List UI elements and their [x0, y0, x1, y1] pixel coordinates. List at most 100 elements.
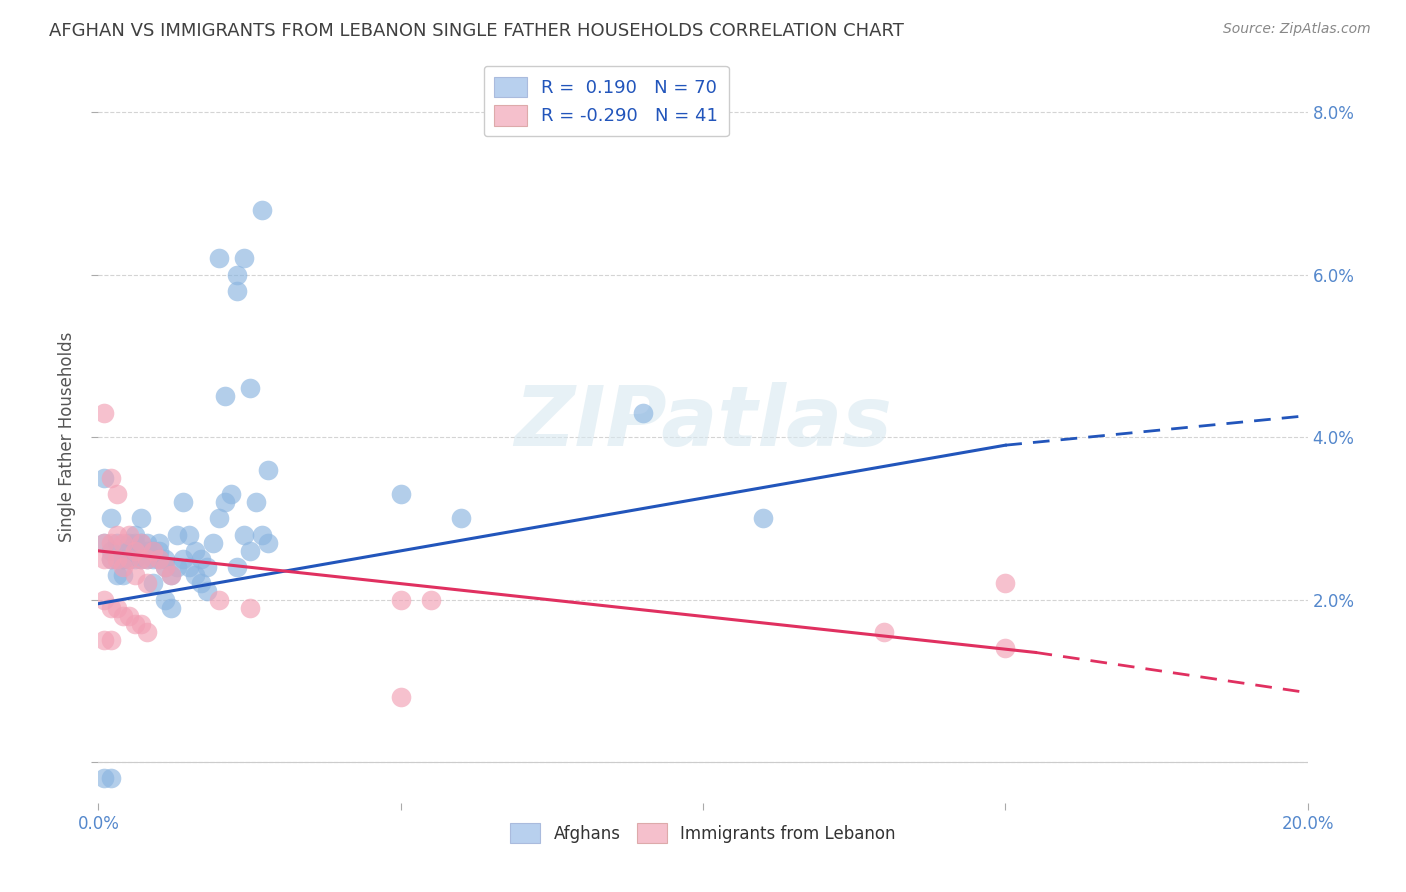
Point: [111, 552, 134, 566]
Point: [450, 511, 472, 525]
Point: [250, 527, 273, 541]
Point: [195, 560, 218, 574]
Point: [93, 772, 115, 786]
Point: [129, 552, 152, 566]
Point: [135, 552, 157, 566]
Point: [129, 552, 152, 566]
Point: [195, 584, 218, 599]
Point: [129, 535, 152, 549]
Point: [129, 511, 152, 525]
Point: [160, 568, 183, 582]
Point: [190, 576, 212, 591]
Point: [124, 535, 146, 549]
Point: [994, 576, 1017, 591]
Point: [160, 568, 183, 582]
Point: [111, 560, 134, 574]
Point: [153, 552, 176, 566]
Point: [100, 511, 122, 525]
Point: [100, 633, 122, 648]
Point: [752, 511, 775, 525]
Point: [226, 560, 249, 574]
Point: [129, 535, 152, 549]
Point: [111, 568, 134, 582]
Point: [142, 552, 165, 566]
Point: [160, 600, 183, 615]
Point: [142, 544, 165, 558]
Point: [93, 406, 115, 420]
Point: [100, 552, 122, 566]
Point: [124, 544, 146, 558]
Text: ZIPatlas: ZIPatlas: [515, 382, 891, 463]
Point: [118, 608, 141, 623]
Point: [142, 544, 165, 558]
Point: [256, 535, 278, 549]
Point: [239, 381, 262, 395]
Point: [148, 535, 170, 549]
Point: [389, 592, 412, 607]
Point: [389, 690, 412, 705]
Point: [118, 535, 141, 549]
Point: [153, 560, 176, 574]
Point: [221, 487, 243, 501]
Point: [105, 568, 128, 582]
Point: [166, 560, 188, 574]
Point: [208, 511, 231, 525]
Point: [208, 592, 231, 607]
Point: [105, 600, 128, 615]
Point: [124, 552, 146, 566]
Point: [93, 633, 115, 648]
Point: [179, 527, 201, 541]
Point: [124, 617, 146, 632]
Y-axis label: Single Father Households: Single Father Households: [58, 332, 76, 542]
Point: [153, 592, 176, 607]
Point: [93, 592, 115, 607]
Point: [100, 772, 122, 786]
Point: [118, 552, 141, 566]
Point: [148, 552, 170, 566]
Point: [111, 552, 134, 566]
Point: [250, 202, 273, 217]
Point: [994, 641, 1017, 656]
Point: [631, 406, 654, 420]
Point: [389, 487, 412, 501]
Point: [148, 552, 170, 566]
Point: [100, 552, 122, 566]
Point: [124, 527, 146, 541]
Point: [179, 560, 201, 574]
Point: [105, 552, 128, 566]
Point: [172, 495, 194, 509]
Text: AFGHAN VS IMMIGRANTS FROM LEBANON SINGLE FATHER HOUSEHOLDS CORRELATION CHART: AFGHAN VS IMMIGRANTS FROM LEBANON SINGLE…: [49, 22, 904, 40]
Point: [100, 471, 122, 485]
Point: [100, 544, 122, 558]
Point: [100, 535, 122, 549]
Point: [184, 568, 207, 582]
Point: [135, 625, 157, 640]
Legend: Afghans, Immigrants from Lebanon: Afghans, Immigrants from Lebanon: [503, 817, 903, 849]
Point: [208, 252, 231, 266]
Point: [105, 487, 128, 501]
Point: [118, 544, 141, 558]
Point: [111, 535, 134, 549]
Point: [226, 284, 249, 298]
Point: [239, 600, 262, 615]
Point: [105, 527, 128, 541]
Point: [232, 252, 254, 266]
Point: [135, 544, 157, 558]
Point: [129, 617, 152, 632]
Point: [93, 535, 115, 549]
Point: [202, 535, 225, 549]
Point: [239, 544, 262, 558]
Point: [172, 552, 194, 566]
Point: [135, 552, 157, 566]
Point: [105, 535, 128, 549]
Point: [135, 576, 157, 591]
Point: [135, 535, 157, 549]
Point: [118, 527, 141, 541]
Text: Source: ZipAtlas.com: Source: ZipAtlas.com: [1223, 22, 1371, 37]
Point: [226, 268, 249, 282]
Point: [93, 552, 115, 566]
Point: [184, 544, 207, 558]
Point: [166, 527, 188, 541]
Point: [111, 608, 134, 623]
Point: [232, 527, 254, 541]
